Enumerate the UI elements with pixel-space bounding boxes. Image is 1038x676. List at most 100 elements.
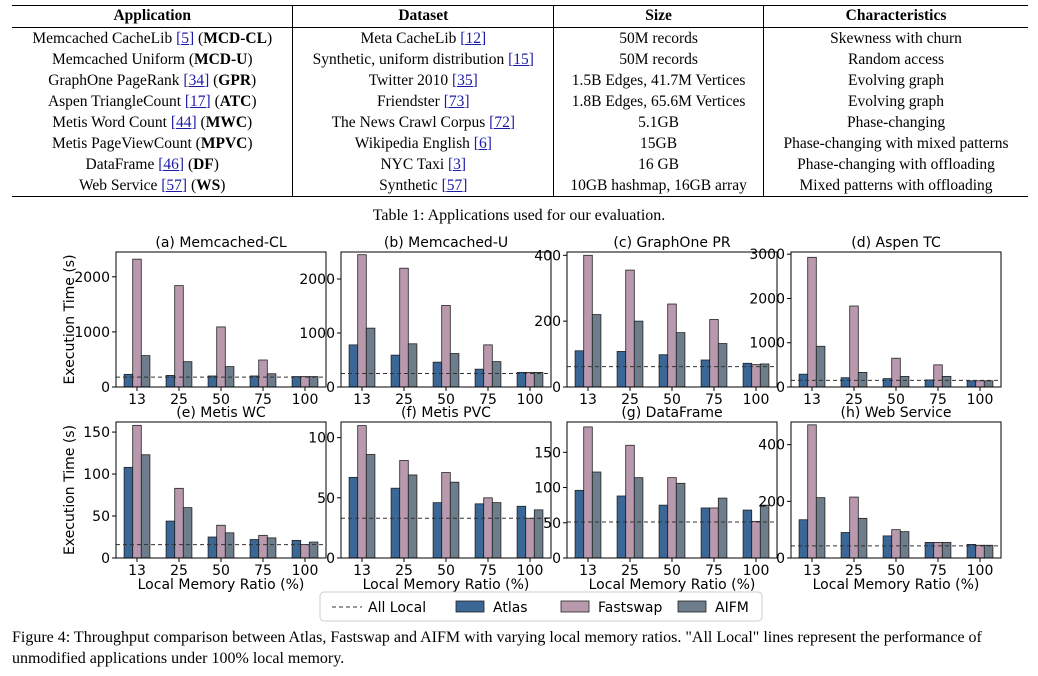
x-axis-label: Local Memory Ratio (%) [138,577,305,593]
bar-atlas [291,376,302,388]
bar-atlas [474,503,485,559]
bar-aifm [266,537,277,559]
legend-label: AIFM [715,600,749,616]
dataset-citation-link[interactable]: [15] [508,50,534,68]
x-tick-label: 25 [621,563,639,579]
application-cell: GraphOne PageRank [34] (GPR) [48,71,257,89]
bar-aifm [182,361,193,388]
bar-aifm [308,376,319,388]
bar-aifm [533,372,544,388]
bar-aifm [675,482,686,559]
y-tick-label: 0 [326,380,335,396]
bar-atlas [291,539,302,559]
x-tick-label: 13 [803,392,821,408]
size-cell: 16 GB [553,154,764,175]
dataset-cell: The News Crawl Corpus [72] [292,112,554,133]
bar-aifm [675,332,686,388]
chart-panel: (c) GraphOne PR 0 200 400 13 25 50 75 100 [534,235,778,408]
app-citation-link[interactable]: [44] [170,113,197,131]
app-abbreviation: WS [196,176,221,194]
bar-atlas [390,354,401,388]
y-axis-label: Execution Time (s) [62,254,78,384]
dataset-name: Meta CacheLib [360,29,461,47]
dataset-cell: Friendster [73] [292,91,554,112]
bar-aifm [182,507,193,559]
x-tick-label: 25 [170,563,188,579]
x-axis-label: Local Memory Ratio (%) [589,577,756,593]
x-tick-label: 25 [845,563,863,579]
bar-aifm [140,355,151,388]
characteristics-cell: Phase-changing with offloading [763,154,1028,175]
bar-atlas [249,375,260,388]
bar-atlas [390,487,401,559]
bar-atlas [207,375,218,388]
bar-fastswap [667,303,677,388]
bar-fastswap [441,305,451,388]
bar-fastswap [933,542,943,559]
dataset-citation-link[interactable]: [72] [489,113,515,131]
app-citation-link[interactable]: [46] [158,155,185,173]
y-tick-label: 50 [92,509,110,525]
bar-aifm [533,509,544,559]
app-abbreviation: GPR [218,71,252,89]
app-abbreviation: MWC [205,113,248,131]
y-tick-label: 0 [776,551,785,567]
dataset-citation-link[interactable]: [35] [452,71,478,89]
bar-fastswap [849,305,859,388]
x-tick-label: 100 [967,392,994,408]
dataset-citation-link[interactable]: [57] [441,176,468,194]
bar-fastswap [849,496,859,559]
bar-atlas [798,519,809,559]
x-tick-label: 75 [479,392,497,408]
app-citation-link[interactable]: [57] [161,176,188,194]
app-citation-link[interactable]: [34] [183,71,210,89]
y-tick-label: 0 [101,551,110,567]
bar-aifm [717,497,728,559]
bar-fastswap [933,364,943,388]
y-tick-label: 100 [534,481,561,497]
panel-title: (a) Memcached-CL [155,235,286,251]
size-cell: 50M records [553,49,764,70]
y-axis-label: Execution Time (s) [62,425,78,555]
plot-frame [340,251,552,388]
dataset-citation-link[interactable]: [12] [460,29,487,47]
bar-atlas [966,380,977,388]
dataset-citation-link[interactable]: [73] [443,92,470,110]
size-cell: 10GB hashmap, 16GB array [553,175,764,197]
bar-fastswap [807,256,817,388]
app-citation-link[interactable]: [5] [176,29,195,47]
bar-atlas [658,354,669,388]
x-tick-label: 13 [128,563,146,579]
bar-aifm [633,320,644,388]
app-citation-link[interactable]: [17] [184,92,211,110]
legend-label: Atlas [493,600,528,616]
bar-atlas [700,359,711,388]
table-caption: Table 1: Applications used for our evalu… [372,207,666,224]
x-tick-label: 13 [128,392,146,408]
characteristics-cell: Phase-changing with mixed patterns [763,133,1028,154]
bar-atlas [840,377,851,388]
app-name: Metis Word Count [52,113,171,131]
y-tick-label: 400 [758,438,785,454]
characteristics-cell: Mixed patterns with offloading [763,175,1028,197]
x-tick-label: 13 [579,563,597,579]
x-tick-label: 100 [743,563,770,579]
panel-title: (b) Memcached-U [384,235,508,251]
y-tick-label: 50 [317,491,335,507]
dataset-citation-link[interactable]: [6] [473,134,492,152]
bar-aifm [224,532,235,559]
x-tick-label: 100 [517,563,544,579]
legend-swatch-aifm [677,600,707,613]
bar-aifm [407,474,418,559]
panel-title: (h) Web Service [841,405,952,421]
dataset-citation-link[interactable]: [3] [448,155,467,173]
bar-atlas [658,504,669,559]
y-tick-label: 1000 [74,325,110,341]
bar-aifm [941,375,952,388]
dataset-name: Twitter 2010 [368,71,453,89]
plot-frame [115,421,327,559]
characteristics-cell: Random access [763,49,1028,70]
bar-fastswap [174,487,184,559]
